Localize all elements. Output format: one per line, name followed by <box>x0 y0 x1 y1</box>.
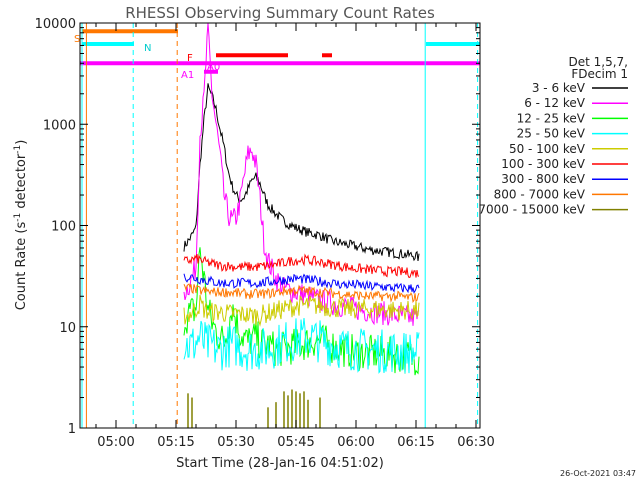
x-axis: 05:00 05:15 05:30 05:45 06:00 06:15 06:30 <box>95 23 495 450</box>
y-label-main: Count Rate (s <box>14 222 29 311</box>
footer-timestamp: 26-Oct-2021 03:47 <box>560 469 636 478</box>
annotation-a1: A1 <box>181 70 194 81</box>
series-line-6 <box>183 273 420 294</box>
annotation-n: N <box>144 43 151 54</box>
legend-header-1: Det 1,5,7, <box>569 55 629 69</box>
x-tick-label-1: 05:15 <box>157 435 194 450</box>
vertical-markers <box>81 23 479 428</box>
legend-label-6: 300 - 800 keV <box>501 172 585 186</box>
legend-label-0: 3 - 6 keV <box>532 81 586 95</box>
x-tick-label-5: 06:15 <box>397 435 434 450</box>
x-axis-label: Start Time (28-Jan-16 04:51:02) <box>176 456 384 471</box>
series-layer <box>183 22 420 428</box>
y-tick-label-1: 10 <box>59 321 76 336</box>
series-line-7 <box>183 283 420 303</box>
legend-label-5: 100 - 300 keV <box>501 157 585 171</box>
legend-label-2: 12 - 25 keV <box>517 111 586 125</box>
flag-bars <box>80 29 480 74</box>
flag-annotations: S N F A0 A1 <box>74 34 220 81</box>
series-line-4 <box>183 294 420 327</box>
y-tick-label-4: 10000 <box>35 17 76 32</box>
series-line-1 <box>183 22 420 326</box>
series-line-0 <box>183 83 420 262</box>
y-axis-label: Count Rate (s-1 detector-1) <box>13 140 29 311</box>
y-label-sup1: -1 <box>13 213 23 222</box>
y-label-sup2: -1 <box>13 145 23 154</box>
y-tick-label-2: 100 <box>51 220 76 235</box>
series-line-5 <box>183 253 420 279</box>
y-tick-label-0: 1 <box>68 422 76 437</box>
series-line-2 <box>183 247 420 376</box>
x-tick-label-2: 05:30 <box>217 435 254 450</box>
x-tick-label-3: 05:45 <box>277 435 314 450</box>
legend-label-3: 25 - 50 keV <box>517 127 586 141</box>
x-tick-label-6: 06:30 <box>457 435 494 450</box>
y-tick-label-3: 1000 <box>43 118 76 133</box>
legend-label-4: 50 - 100 keV <box>509 142 586 156</box>
annotation-s: S <box>74 34 80 45</box>
legend-label-7: 800 - 7000 keV <box>494 187 586 201</box>
legend-header-2: FDecim 1 <box>571 67 628 81</box>
annotation-a0: A0 <box>207 62 220 73</box>
series-line-3 <box>183 317 420 374</box>
x-tick-label-0: 05:00 <box>97 435 134 450</box>
annotation-f: F <box>187 53 193 64</box>
x-tick-label-4: 06:00 <box>337 435 374 450</box>
legend-label-8: 7000 - 15000 keV <box>478 203 585 217</box>
y-label-end: ) <box>14 140 29 145</box>
legend-label-1: 6 - 12 keV <box>524 96 586 110</box>
y-label-mid: detector <box>14 153 29 213</box>
chart-title: RHESSI Observing Summary Count Rates <box>125 4 435 22</box>
